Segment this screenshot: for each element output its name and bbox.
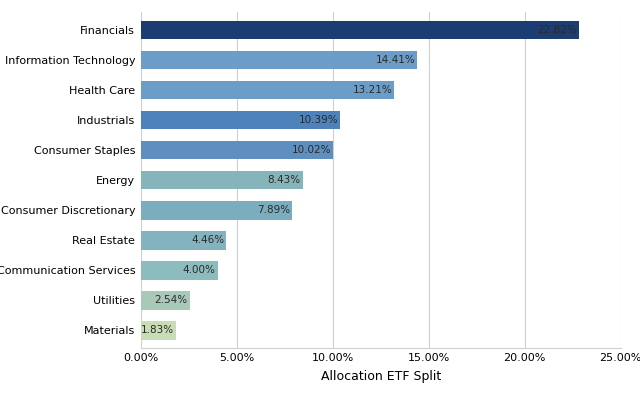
Bar — [141, 111, 340, 129]
Text: 10.02%: 10.02% — [291, 145, 331, 155]
Bar — [141, 51, 417, 69]
Text: 4.00%: 4.00% — [182, 265, 215, 275]
Text: 2.54%: 2.54% — [154, 295, 188, 305]
X-axis label: Allocation ETF Split: Allocation ETF Split — [321, 370, 441, 383]
Bar — [141, 321, 176, 340]
Text: 10.39%: 10.39% — [298, 115, 338, 125]
Text: 4.46%: 4.46% — [191, 235, 224, 245]
Text: 13.21%: 13.21% — [353, 85, 392, 95]
Bar — [141, 21, 579, 39]
Bar — [141, 291, 189, 310]
Bar — [141, 141, 333, 160]
Text: 7.89%: 7.89% — [257, 205, 290, 215]
Bar — [141, 231, 227, 249]
Bar — [141, 171, 303, 190]
Text: 8.43%: 8.43% — [268, 175, 300, 185]
Text: 14.41%: 14.41% — [376, 55, 415, 65]
Bar — [141, 201, 292, 219]
Bar — [141, 81, 394, 99]
Text: 1.83%: 1.83% — [141, 326, 173, 335]
Bar — [141, 261, 218, 280]
Text: 22.82%: 22.82% — [537, 25, 577, 35]
